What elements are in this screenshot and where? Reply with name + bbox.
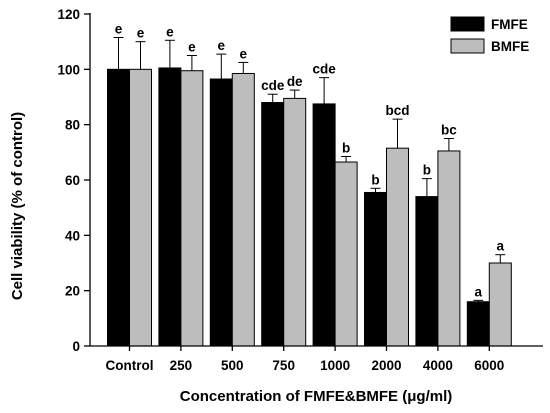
- x-tick-label: 250: [170, 358, 193, 373]
- bar-fmfe: [312, 103, 336, 347]
- y-axis-title: Cell viability (% of control): [9, 112, 26, 300]
- bar-bmfe: [386, 147, 409, 347]
- legend-swatch-bmfe: [450, 38, 485, 54]
- y-tick-label: 20: [65, 284, 80, 299]
- bar-fmfe: [107, 68, 130, 347]
- x-tick-label: 2000: [371, 358, 401, 373]
- y-tick-label: 0: [72, 339, 80, 354]
- x-tick-label: 4000: [423, 358, 453, 373]
- significance-letter: bc: [441, 123, 457, 138]
- significance-letter: e: [218, 38, 226, 53]
- x-tick-label: 6000: [474, 358, 504, 373]
- y-tick-label: 120: [57, 7, 80, 22]
- x-tick-label: 1000: [320, 358, 350, 373]
- significance-letter: b: [371, 172, 379, 187]
- bar-bmfe: [283, 97, 307, 347]
- significance-letter: e: [188, 40, 196, 55]
- bar-bmfe: [129, 68, 152, 347]
- bar-fmfe: [415, 196, 439, 347]
- bar-fmfe: [364, 191, 387, 347]
- x-tick-label: 500: [221, 358, 244, 373]
- x-axis-title: Concentration of FMFE&BMFE (μg/ml): [180, 388, 452, 405]
- bar-fmfe: [158, 67, 182, 347]
- significance-letter: a: [475, 284, 483, 299]
- bar-fmfe: [466, 301, 490, 347]
- y-tick-label: 100: [57, 62, 80, 77]
- axes: 0 20 40 60 80 100 120 Control 250 500 750 1000 2000 4…: [57, 7, 543, 373]
- significance-letter: cde: [261, 78, 285, 93]
- legend-label-bmfe: BMFE: [491, 39, 529, 54]
- bar-bmfe: [231, 72, 255, 347]
- y-tick-label: 60: [65, 173, 80, 188]
- bar-bmfe: [437, 150, 461, 347]
- legend-label-fmfe: FMFE: [491, 17, 528, 32]
- significance-letter: b: [423, 163, 431, 178]
- significance-letter: bcd: [385, 103, 409, 118]
- y-tick-label: 40: [65, 228, 80, 243]
- significance-letter: cde: [312, 62, 336, 77]
- legend-swatch-fmfe: [450, 16, 485, 32]
- x-tick-label: Control: [106, 358, 154, 373]
- bar-bmfe: [488, 262, 512, 347]
- bar-fmfe: [261, 102, 285, 347]
- significance-letter: b: [342, 140, 350, 155]
- bar-bmfe: [180, 70, 204, 347]
- bar-bmfe: [334, 161, 358, 347]
- x-tick-label: 750: [272, 358, 295, 373]
- y-tick-label: 80: [65, 118, 80, 133]
- significance-letter: e: [240, 46, 248, 61]
- legend: FMFE BMFE: [450, 16, 529, 54]
- significance-letter: e: [166, 24, 174, 39]
- significance-letter: a: [497, 239, 505, 254]
- significance-letter: de: [287, 74, 303, 89]
- bar-fmfe: [209, 78, 233, 347]
- significance-letter: e: [137, 26, 145, 41]
- significance-letter: e: [115, 22, 123, 37]
